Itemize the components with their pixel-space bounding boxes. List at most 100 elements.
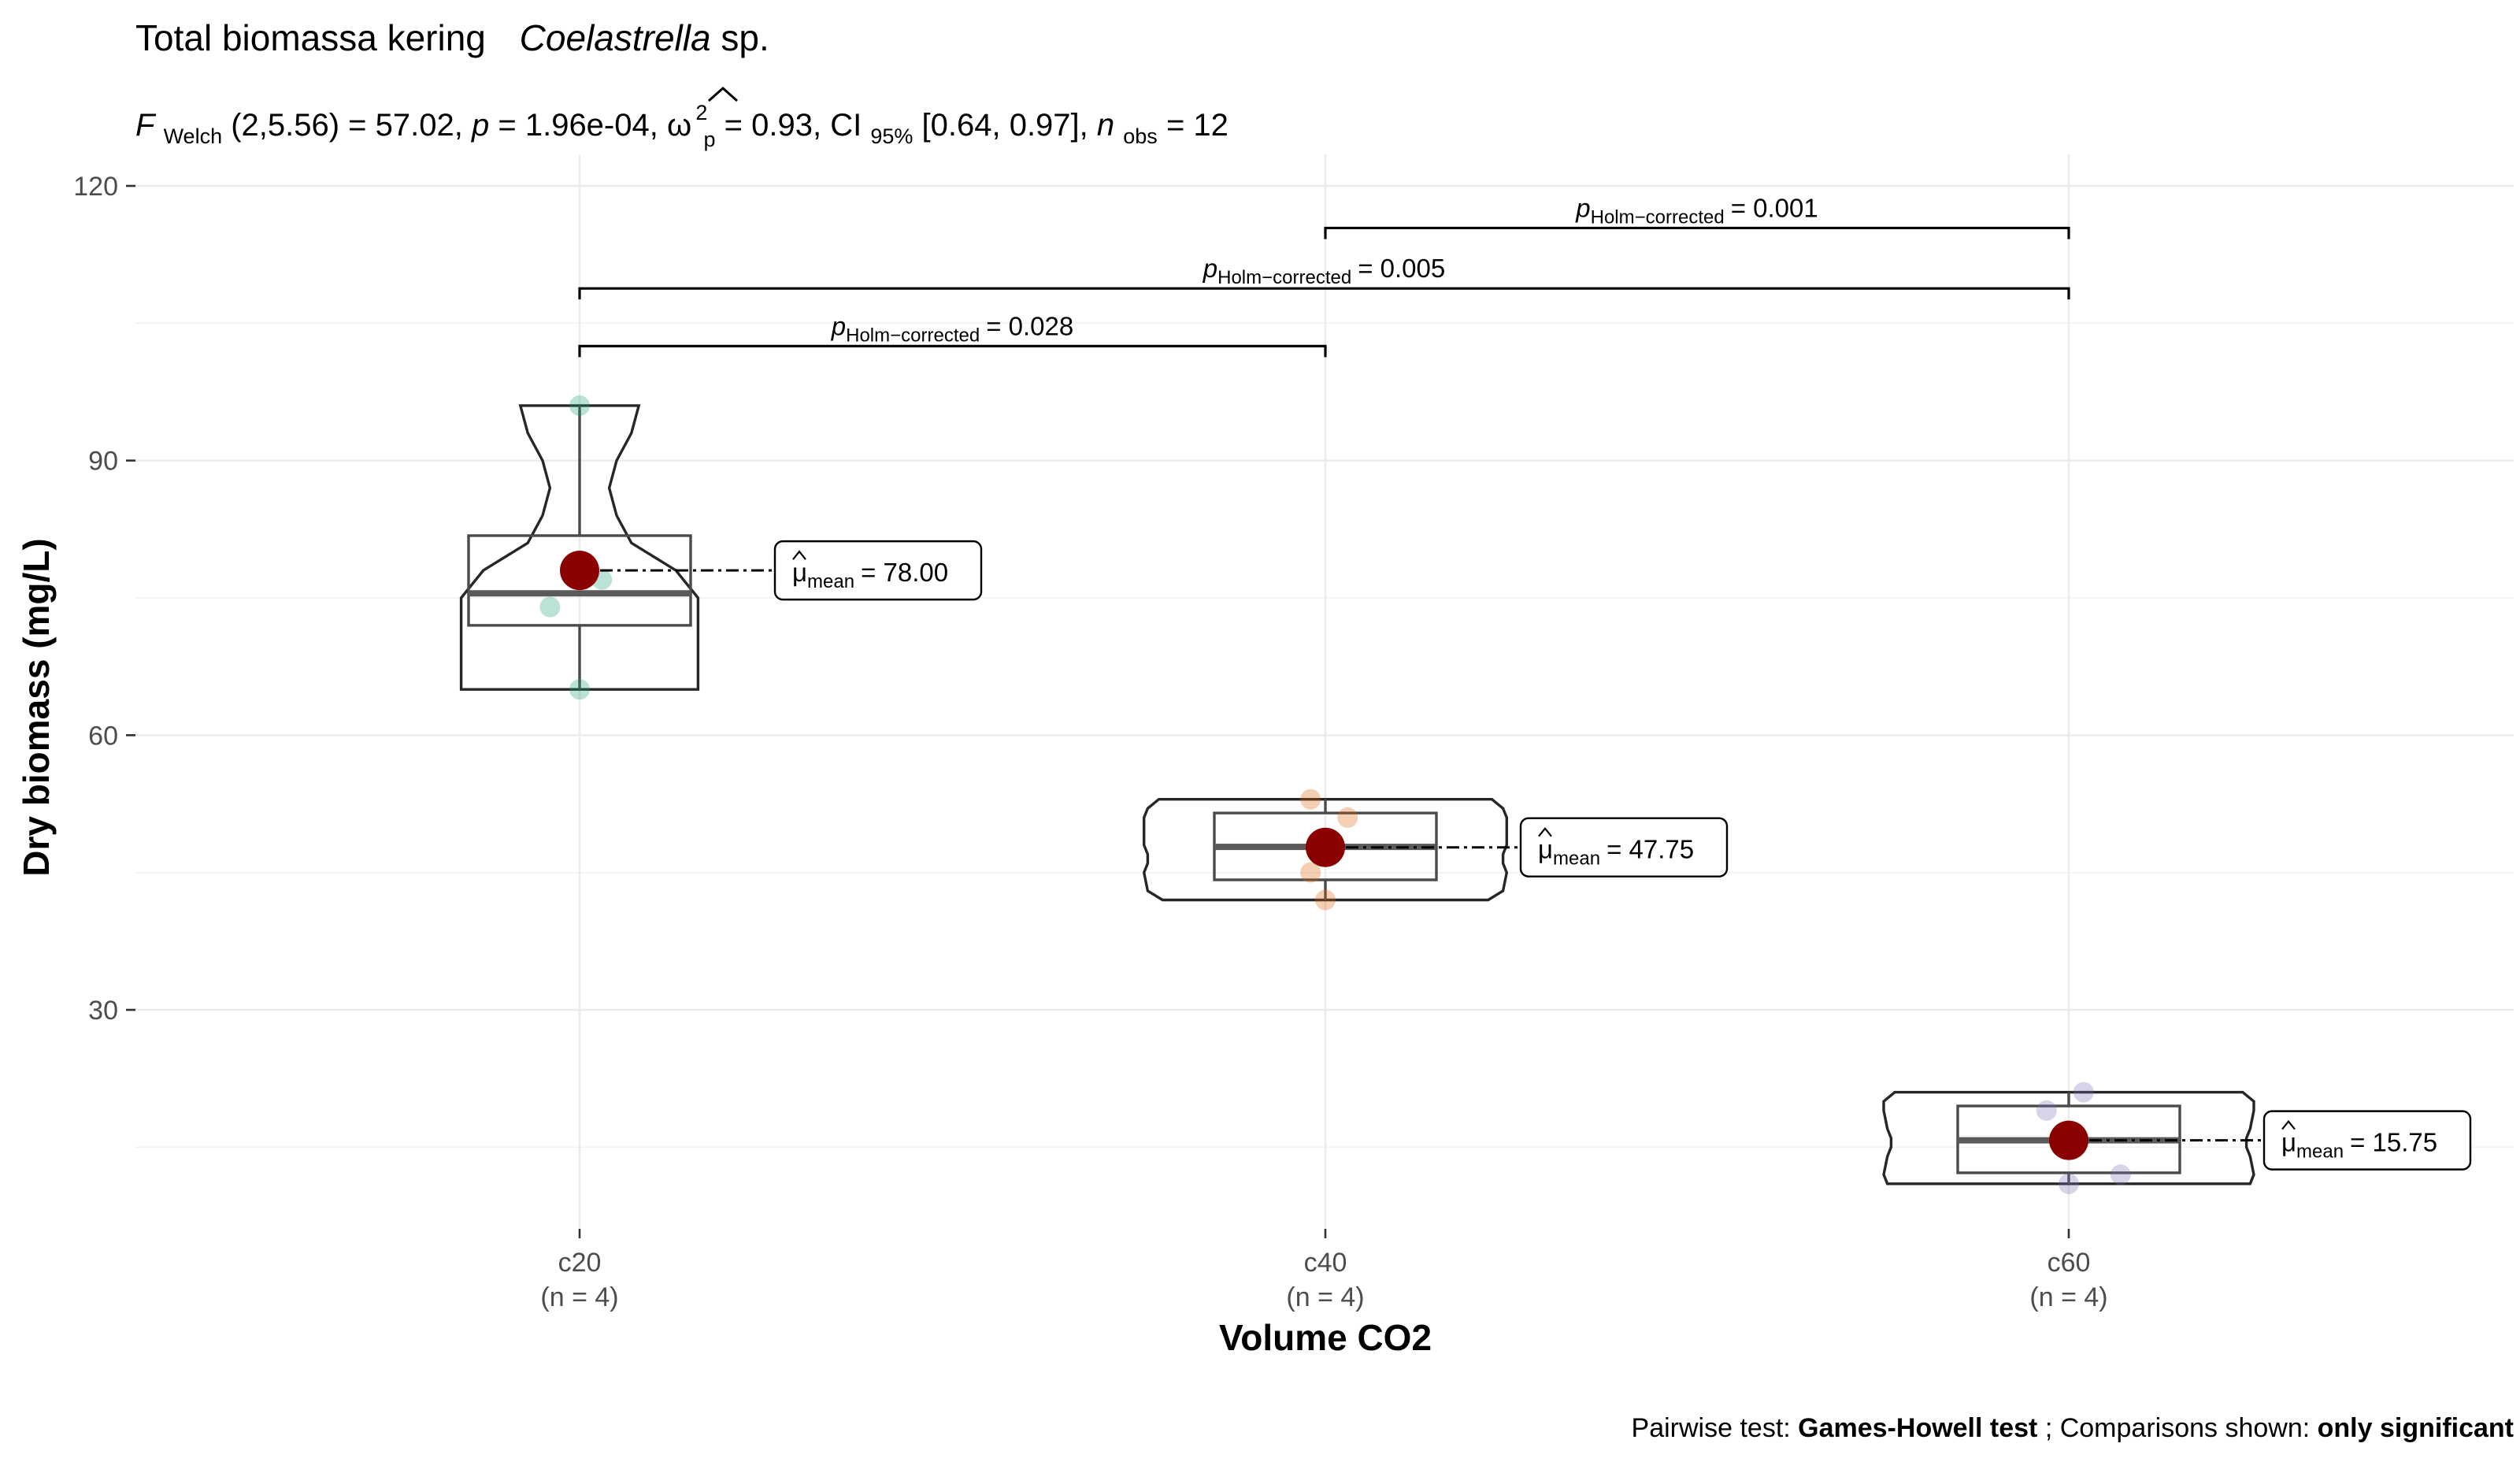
y-tick-label: 60 xyxy=(88,721,118,751)
x-tick-label: c60 xyxy=(2048,1248,2091,1278)
x-axis: c20 (n = 4) c40 (n = 4) c60 (n = 4) xyxy=(540,1229,2108,1312)
caption-part-1: Pairwise test: xyxy=(1632,1413,1799,1443)
caption-part-2: Games-Howell test xyxy=(1798,1413,2037,1443)
comparison-bracket xyxy=(1324,226,2070,239)
subtitle-f-sub: Welch xyxy=(164,124,223,148)
subtitle-ci-sub: 95% xyxy=(870,124,913,148)
data-point-c60 xyxy=(2110,1164,2131,1186)
data-point-c20 xyxy=(539,596,561,618)
mean-label-value: = 47.75 xyxy=(1606,835,1694,864)
box-c20 xyxy=(467,534,692,627)
mean-label-hat xyxy=(2281,1119,2296,1130)
mean-label-c20: μmean = 78.00 xyxy=(792,558,948,592)
y-axis-title: Dry biomass (mg/L) xyxy=(16,538,57,876)
mean-label-mu: μ xyxy=(1538,835,1553,864)
subtitle-omega-label: ω xyxy=(667,108,691,143)
chart-title-main: Total biomassa kering xyxy=(135,17,486,58)
mean-label-box-c60 xyxy=(2262,1110,2472,1171)
mean-label-sub: mean xyxy=(2296,1141,2344,1163)
data-point-c60 xyxy=(2059,1173,2079,1194)
comparison-p-sub: Holm−corrected xyxy=(1217,267,1351,288)
y-tick-label: 30 xyxy=(88,996,118,1026)
group-c40: μmean = 47.75 xyxy=(1142,789,1729,911)
data-point-c40 xyxy=(1337,807,1358,828)
mean-label-mu: μ xyxy=(2281,1128,2296,1157)
comparison-p-value: = 0.028 xyxy=(986,311,1073,340)
comparison-c20-c60: pHolm−corrected = 0.005 xyxy=(578,254,2070,300)
violin-c40 xyxy=(1142,798,1509,902)
comparison-bracket xyxy=(578,344,1327,358)
data-point-c40 xyxy=(1300,789,1321,810)
group-c60: μmean = 15.75 xyxy=(1882,1082,2472,1194)
caption-part-3: ; Comparisons shown: xyxy=(2045,1413,2318,1443)
mean-label-c60: μmean = 15.75 xyxy=(2281,1128,2437,1163)
comparison-p-value: = 0.001 xyxy=(1731,193,1818,222)
y-tick-label: 90 xyxy=(88,447,118,477)
comparison-p-sub: Holm−corrected xyxy=(1591,206,1725,228)
violin-c20 xyxy=(459,404,700,691)
x-tick-n-label: (n = 4) xyxy=(1286,1282,1364,1312)
caption-part-4: only significant xyxy=(2318,1413,2514,1443)
mean-label-box-c20 xyxy=(773,540,983,601)
comparison-p-label: p xyxy=(831,311,846,340)
data-point-c60 xyxy=(2036,1100,2057,1121)
mean-point-c20 xyxy=(560,551,599,591)
comparison-label: pHolm−corrected = 0.005 xyxy=(1203,254,1445,288)
comparison-bracket xyxy=(578,287,2070,300)
comparison-p-label: p xyxy=(1575,193,1590,222)
chart-title: Total biomassa kering Coelastrella sp. xyxy=(135,17,769,58)
subtitle-n-sub: obs xyxy=(1123,124,1158,148)
mean-label-value: = 15.75 xyxy=(2350,1128,2437,1157)
mean-label-sub: mean xyxy=(1553,848,1600,870)
x-tick-n-label: (n = 4) xyxy=(2029,1282,2107,1312)
subtitle-n-label: n xyxy=(1097,108,1114,143)
mean-label-c40: μmean = 47.75 xyxy=(1538,835,1694,870)
subtitle-omega-value: = 0.93, CI xyxy=(724,108,862,143)
subtitle-ci-value: [0.64, 0.97], xyxy=(922,108,1097,143)
data-point-c40 xyxy=(1315,889,1336,911)
comparison-c40-c60: pHolm−corrected = 0.001 xyxy=(1324,193,2070,239)
mean-label-hat xyxy=(1538,826,1552,837)
x-tick-label: c20 xyxy=(558,1248,602,1278)
mean-label-mu: μ xyxy=(792,558,807,587)
subtitle-omega-sup: 2 xyxy=(695,101,707,124)
data-point-c40 xyxy=(1300,862,1321,883)
chart-title-suffix: sp. xyxy=(721,17,769,58)
comparison-p-sub: Holm−corrected xyxy=(846,325,980,346)
subtitle-p-label: p xyxy=(471,108,489,143)
subtitle-p-value: = 1.96e-04, xyxy=(498,108,667,143)
chart-subtitle: F Welch (2,5.56) = 57.02, p = 1.96e-04, … xyxy=(135,92,1228,154)
y-axis: 30 60 90 120 xyxy=(73,172,135,1026)
x-axis-title: Volume CO2 xyxy=(1219,1317,1432,1358)
omega-hat xyxy=(708,86,738,102)
subtitle-f-value: (2,5.56) = 57.02, xyxy=(231,108,472,143)
mean-label-box-c40 xyxy=(1519,817,1729,878)
x-tick-n-label: (n = 4) xyxy=(540,1282,618,1312)
mean-label-value: = 78.00 xyxy=(861,558,948,587)
subtitle-f-label: F xyxy=(135,108,157,143)
y-tick-label: 120 xyxy=(73,172,118,202)
mean-point-c40 xyxy=(1306,827,1345,867)
data-point-c60 xyxy=(2073,1082,2094,1103)
chart-caption: Pairwise test: Games-Howell test ; Compa… xyxy=(1632,1413,2514,1443)
subtitle-omega-sub: p xyxy=(703,128,715,151)
grid-lines xyxy=(135,154,2514,1229)
data-point-c20 xyxy=(569,395,590,416)
comparison-c20-c40: pHolm−corrected = 0.028 xyxy=(578,311,1327,358)
mean-point-c60 xyxy=(2049,1120,2088,1160)
violin-c60 xyxy=(1882,1090,2255,1186)
x-tick-label: c40 xyxy=(1304,1248,1347,1278)
chart-title-italic: Coelastrella xyxy=(520,17,711,58)
comparison-p-label: p xyxy=(1203,254,1217,283)
comparison-p-value: = 0.005 xyxy=(1358,254,1445,283)
data-point-c20 xyxy=(569,679,590,700)
subtitle-n-value: = 12 xyxy=(1166,108,1228,143)
comparison-label: pHolm−corrected = 0.001 xyxy=(1575,193,1818,228)
group-c20: μmean = 78.00 xyxy=(459,395,983,700)
comparison-label: pHolm−corrected = 0.028 xyxy=(831,311,1073,346)
mean-label-hat xyxy=(792,550,806,560)
mean-label-sub: mean xyxy=(807,571,854,592)
